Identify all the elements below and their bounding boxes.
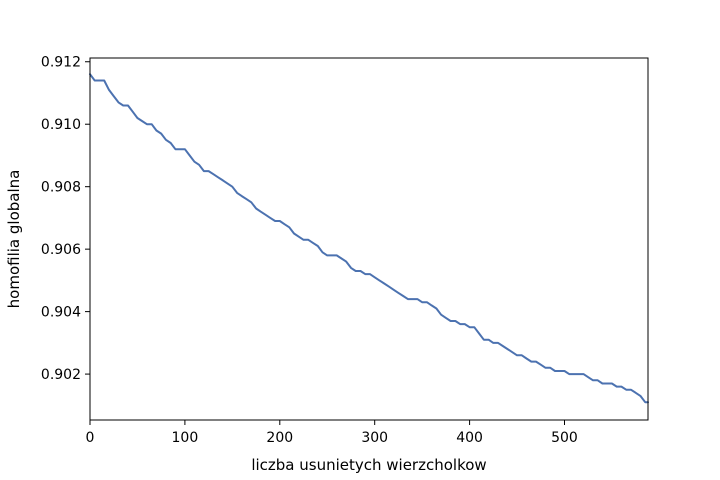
x-tick-label: 200 — [266, 430, 293, 446]
x-tick-label: 400 — [456, 430, 483, 446]
y-tick-label: 0.906 — [41, 242, 81, 258]
series-layer — [89, 73, 649, 404]
x-axis: 0 100 200 300 400 500 — [86, 420, 578, 446]
y-tick-label: 0.910 — [41, 117, 81, 133]
plot-area — [90, 58, 648, 420]
y-tick-label: 0.902 — [41, 367, 81, 383]
y-tick-label: 0.904 — [41, 305, 81, 321]
x-tick-label: 500 — [551, 430, 578, 446]
x-tick-label: 100 — [172, 430, 199, 446]
y-axis: 0.902 0.904 0.906 0.908 0.910 0.912 — [41, 55, 90, 383]
x-tick-label: 300 — [361, 430, 388, 446]
y-tick-label: 0.908 — [41, 180, 81, 196]
x-tick-label: 0 — [86, 430, 95, 446]
x-axis-label: liczba usunietych wierzcholkow — [251, 456, 486, 474]
axes-frame — [89, 57, 649, 421]
series-line — [89, 73, 649, 404]
y-tick-label: 0.912 — [41, 55, 81, 71]
y-axis-label: homofilia globalna — [5, 170, 23, 309]
